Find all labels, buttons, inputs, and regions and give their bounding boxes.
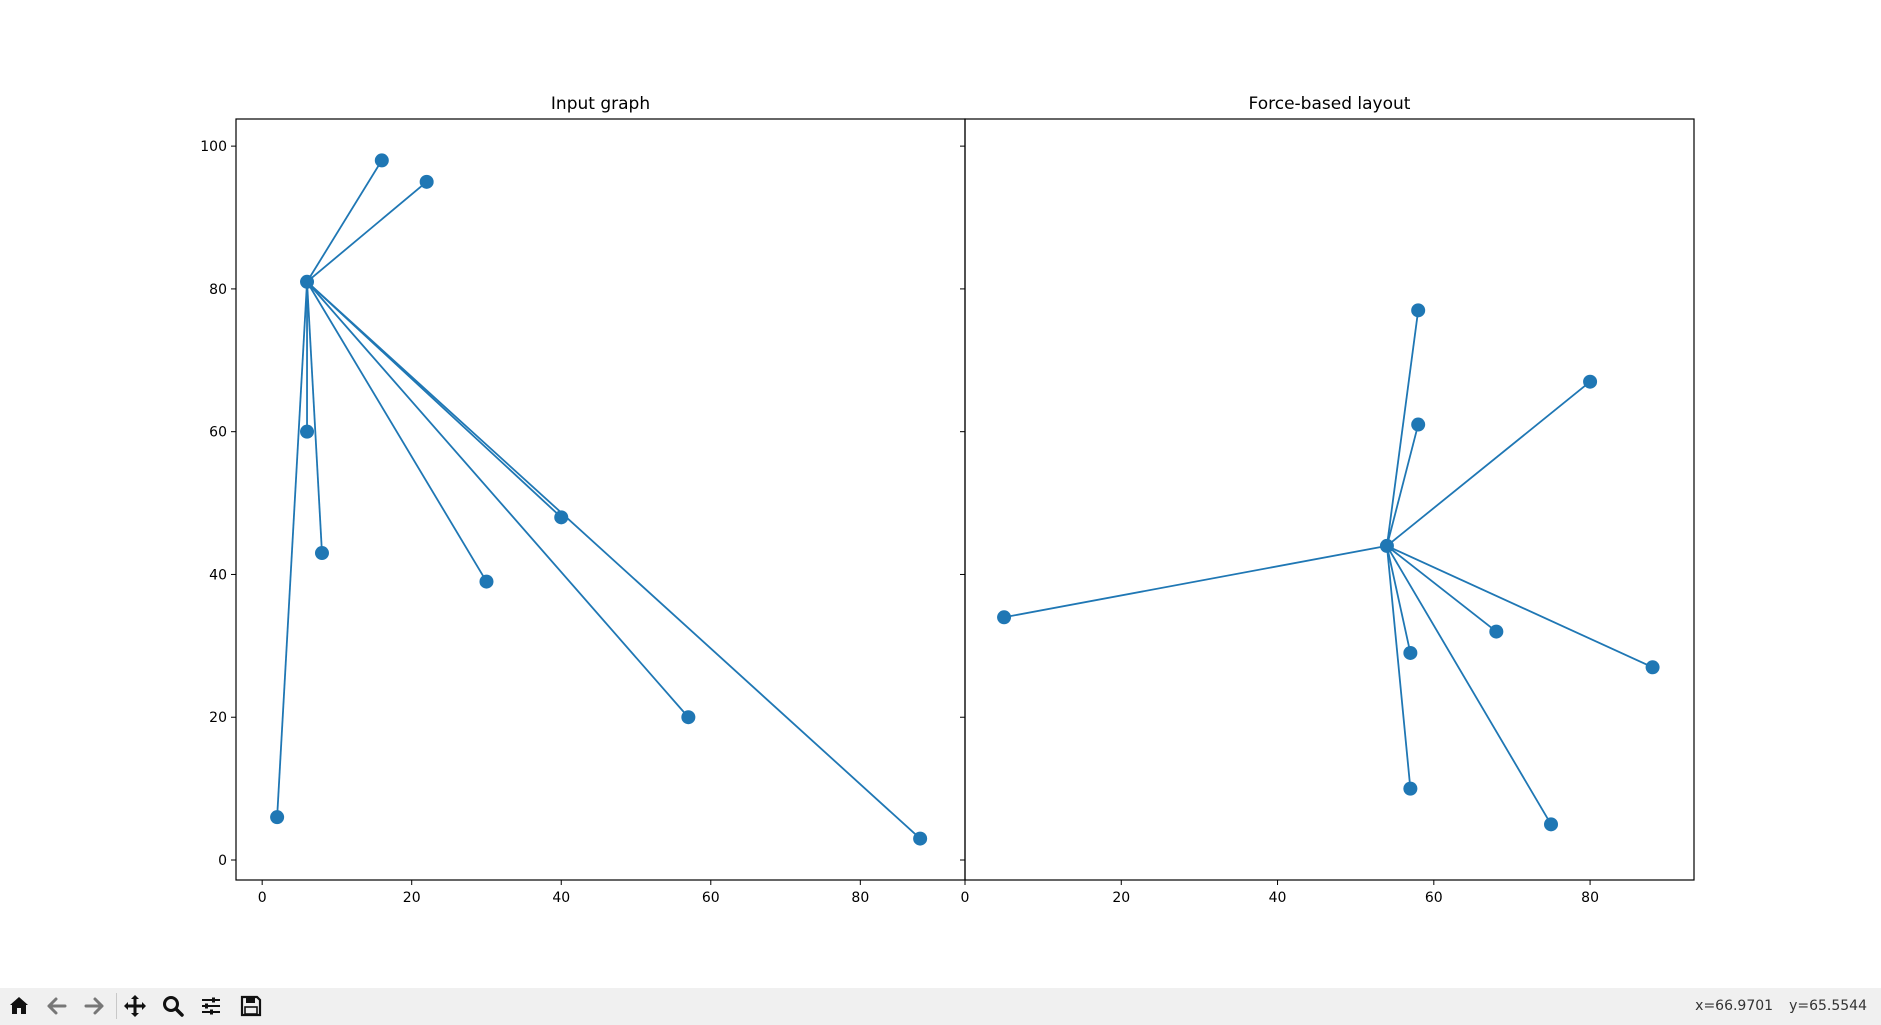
graph-edge — [306, 181, 428, 283]
x-tick-label: 20 — [1112, 890, 1130, 906]
y-tick-label: 0 — [218, 853, 227, 869]
arrow-right-icon — [84, 997, 104, 1015]
x-tick-label: 0 — [258, 890, 267, 906]
graph-node — [1544, 817, 1559, 832]
graph-edge — [306, 281, 323, 554]
graph-node — [913, 831, 928, 846]
graph-node — [300, 424, 315, 439]
graph-node — [554, 510, 569, 525]
toolbar-separator — [116, 993, 117, 1019]
graph-node — [300, 274, 315, 289]
graph-edge — [1386, 545, 1412, 789]
graph-node — [479, 574, 494, 589]
graph-edge — [306, 159, 383, 283]
graph-node — [1489, 624, 1504, 639]
sliders-icon — [202, 997, 220, 1015]
y-tick-label: 20 — [209, 710, 227, 726]
cursor-coordinates: x=66.9701 y=65.5544 — [1679, 998, 1867, 1014]
axes-title: Force-based layout — [1249, 94, 1411, 114]
y-tick-label: 60 — [209, 425, 227, 441]
axes-frame — [235, 118, 966, 881]
arrow-left-icon — [47, 997, 67, 1015]
home-button[interactable] — [4, 992, 34, 1020]
graph-node — [1411, 303, 1426, 318]
graph-node — [374, 153, 389, 168]
graph-node — [1645, 660, 1660, 675]
graph-node — [681, 710, 696, 725]
axes-force-based-layout[interactable]: Force-based layout 0 20 40 60 80 — [960, 94, 1695, 906]
graph-node — [314, 546, 329, 561]
x-tick-label: 20 — [403, 890, 421, 906]
axes-title: Input graph — [551, 94, 650, 114]
pan-button[interactable] — [120, 992, 150, 1020]
configure-subplots-button[interactable] — [196, 992, 226, 1020]
axes-input-graph[interactable]: Input graph 0 20 40 60 80 0 20 40 60 80 100 — [200, 94, 966, 906]
axes-frame — [964, 118, 1695, 881]
graph-edge — [1386, 545, 1552, 825]
graph-edge — [306, 281, 690, 718]
graph-node — [1403, 781, 1418, 796]
x-tick-label: 60 — [702, 890, 720, 906]
navigation-toolbar: x=66.9701 y=65.5544 — [0, 988, 1881, 1025]
cursor-x-readout: x=66.9701 — [1695, 998, 1774, 1014]
x-tick-label: 40 — [552, 890, 570, 906]
graph-edge — [1386, 424, 1420, 547]
back-button[interactable] — [42, 992, 72, 1020]
graph-edge — [1386, 310, 1420, 547]
graph-node — [270, 810, 285, 825]
magnifier-icon — [163, 996, 184, 1017]
cursor-y-readout: y=65.5544 — [1789, 998, 1867, 1014]
x-tick-label: 60 — [1425, 890, 1443, 906]
move-icon — [124, 995, 146, 1017]
graph-node — [1379, 538, 1394, 553]
zoom-button[interactable] — [158, 992, 188, 1020]
graph-edge — [1386, 381, 1591, 547]
graph-edge — [1386, 545, 1653, 669]
home-icon — [10, 997, 28, 1014]
y-tick-label: 80 — [209, 282, 227, 298]
graph-node — [419, 174, 434, 189]
floppy-disk-icon — [240, 995, 262, 1017]
graph-node — [1403, 645, 1418, 660]
graph-node — [1411, 417, 1426, 432]
y-tick-label: 100 — [200, 139, 227, 155]
x-tick-label: 80 — [1581, 890, 1599, 906]
graph-edge — [306, 281, 921, 840]
y-tick-label: 40 — [209, 567, 227, 583]
x-tick-label: 80 — [851, 890, 869, 906]
graph-node — [1583, 374, 1598, 389]
graph-edge — [276, 281, 308, 818]
figure-canvas[interactable]: Input graph 0 20 40 60 80 0 20 40 60 80 100 Force-b… — [0, 0, 1881, 988]
graph-edge — [1386, 545, 1412, 654]
graph-edge — [306, 281, 488, 583]
forward-button[interactable] — [79, 992, 109, 1020]
graph-edge — [1003, 545, 1388, 619]
figure-svg: Input graph 0 20 40 60 80 0 20 40 60 80 100 Force-b… — [200, 94, 1695, 906]
x-tick-label: 0 — [961, 890, 970, 906]
graph-node — [997, 610, 1012, 625]
x-tick-label: 40 — [1269, 890, 1287, 906]
graph-edge — [1386, 545, 1497, 633]
save-button[interactable] — [236, 992, 266, 1020]
